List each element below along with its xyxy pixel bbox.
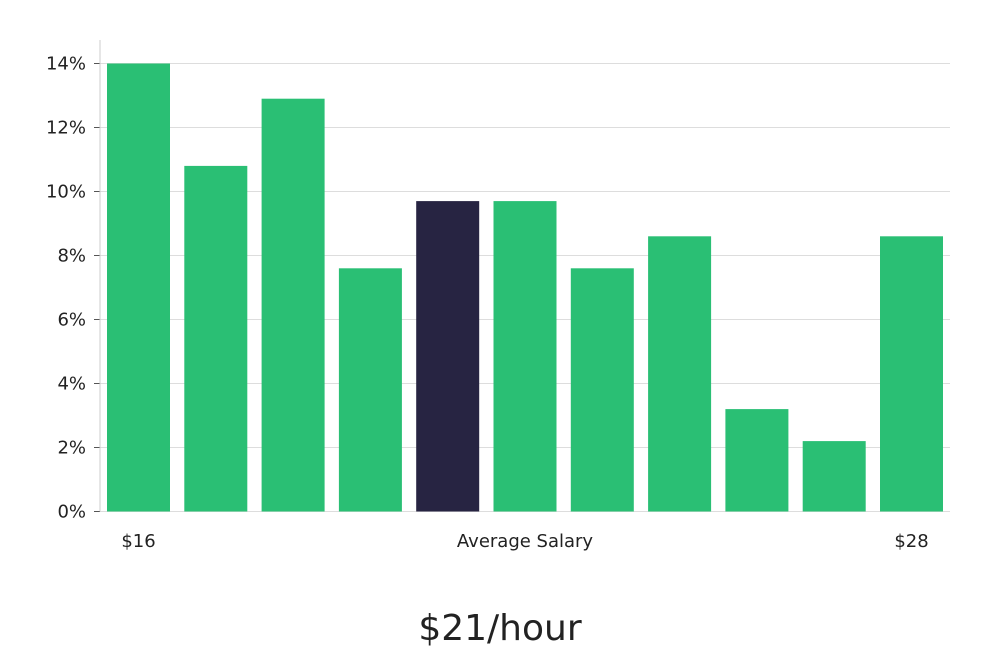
bar-highlight — [416, 201, 480, 512]
bar — [725, 409, 789, 512]
y-tick-label: 14% — [46, 54, 86, 75]
bar — [802, 441, 866, 512]
bar — [261, 98, 325, 512]
bar — [493, 201, 557, 512]
x-label-center: Average Salary — [457, 531, 594, 552]
y-tick-label: 2% — [57, 438, 86, 459]
bars — [107, 63, 943, 512]
bar — [338, 268, 402, 512]
y-tick-label: 0% — [57, 502, 86, 523]
y-tick-label: 12% — [46, 118, 86, 139]
y-axis-ticks: 0% 2% 4% 6% 8% 10% 12% 14% — [46, 54, 100, 523]
x-label-min: $16 — [121, 531, 155, 552]
bar — [570, 268, 634, 512]
bar — [107, 63, 170, 512]
bar — [184, 165, 248, 512]
y-tick-label: 8% — [57, 246, 86, 267]
salary-histogram: 0% 2% 4% 6% 8% 10% 12% 14% $16 Average Salary $… — [46, 40, 950, 552]
y-tick-label: 6% — [57, 310, 86, 331]
x-label-max: $28 — [894, 531, 928, 552]
average-salary-value: $21/hour — [418, 608, 582, 649]
bar — [880, 236, 943, 512]
y-tick-label: 10% — [46, 182, 86, 203]
y-tick-label: 4% — [57, 374, 86, 395]
bar — [648, 236, 712, 512]
